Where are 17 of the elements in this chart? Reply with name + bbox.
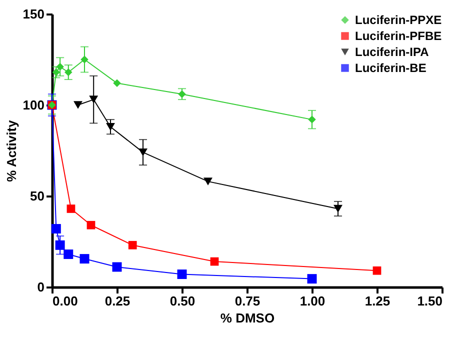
x-axis-title: % DMSO — [220, 310, 275, 326]
y-tick-label: 150 — [22, 6, 44, 22]
x-tick-label: 0.25 — [104, 294, 130, 308]
x-tick-label: 0.75 — [234, 294, 260, 308]
x-tick-label: 1.50 — [417, 294, 442, 308]
legend-label: Luciferin-PFBE — [355, 29, 442, 43]
y-tick-label: 50 — [30, 188, 44, 204]
x-tick-label: 0.00 — [52, 294, 78, 308]
x-tick-label: 1.25 — [364, 294, 390, 308]
y-axis-title: % Activity — [4, 119, 19, 182]
x-tick-label: 1.00 — [300, 294, 326, 308]
legend-label: Luciferin-BE — [355, 61, 426, 75]
y-tick-label: 0 — [37, 280, 44, 294]
legend-label: Luciferin-IPA — [355, 45, 430, 59]
legend-label: Luciferin-PPXE — [355, 13, 442, 27]
y-tick-label: 100 — [22, 98, 44, 112]
x-tick-label: 0.50 — [170, 294, 196, 308]
